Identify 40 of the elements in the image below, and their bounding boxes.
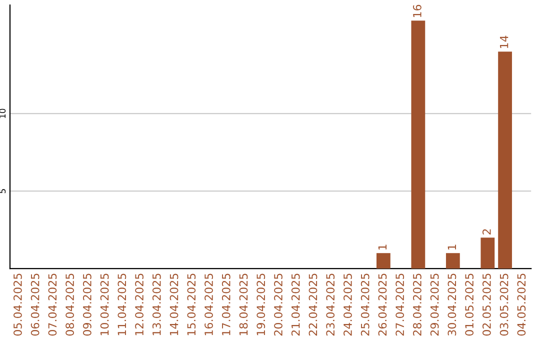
x-tick-label: 17.04.2025 [222,274,230,336]
x-tick-label: 25.04.2025 [360,274,370,336]
x-tick-label: 02.05.2025 [482,274,491,336]
bar [411,20,426,269]
data-label: 16 [413,4,422,18]
x-tick-label: 03.05.2025 [500,274,508,336]
bar [498,52,512,269]
x-tick-label: 10.04.2025 [100,274,109,336]
data-label: 1 [378,244,387,250]
data-label: 14 [500,36,508,48]
x-tick-label: 12.04.2025 [135,274,144,336]
bar [446,253,460,269]
x-tick-label: 14.04.2025 [170,274,178,336]
x-tick-label: 28.04.2025 [413,274,422,336]
bar [480,238,495,269]
x-tick-label: 11.04.2025 [118,274,126,336]
x-tick-label: 24.04.2025 [344,274,352,336]
x-tick-label: 06.04.2025 [30,274,40,336]
x-tick-label: 09.04.2025 [82,274,92,336]
x-tick-label: 21.04.2025 [291,274,300,336]
x-tick-label: 13.04.2025 [152,274,161,336]
x-tick-label: 07.04.2025 [48,274,57,336]
x-tick-label: 15.04.2025 [187,274,196,336]
bar [376,253,390,269]
x-tick-label: 05.04.2025 [13,274,22,336]
x-tick-label: 08.04.2025 [66,274,74,336]
x-tick-label: 27.04.2025 [396,274,404,336]
x-tick-label: 04.05.2025 [517,274,526,336]
x-tick-label: 22.04.2025 [308,274,318,336]
x-tick-label: 16.04.2025 [204,274,213,336]
x-tick-label: 26.04.2025 [378,274,387,336]
x-tick-label: 20.04.2025 [274,274,282,336]
x-tick-label: 30.04.2025 [448,274,456,336]
x-tick-label: 19.04.2025 [256,274,266,336]
x-tick-label: 01.05.2025 [465,274,474,336]
x-tick-label: 18.04.2025 [239,274,248,336]
x-tick-label: 23.04.2025 [326,274,335,336]
data-label: 2 [482,229,491,234]
x-tick-label: 29.04.2025 [430,274,439,336]
data-label: 1 [448,244,456,250]
